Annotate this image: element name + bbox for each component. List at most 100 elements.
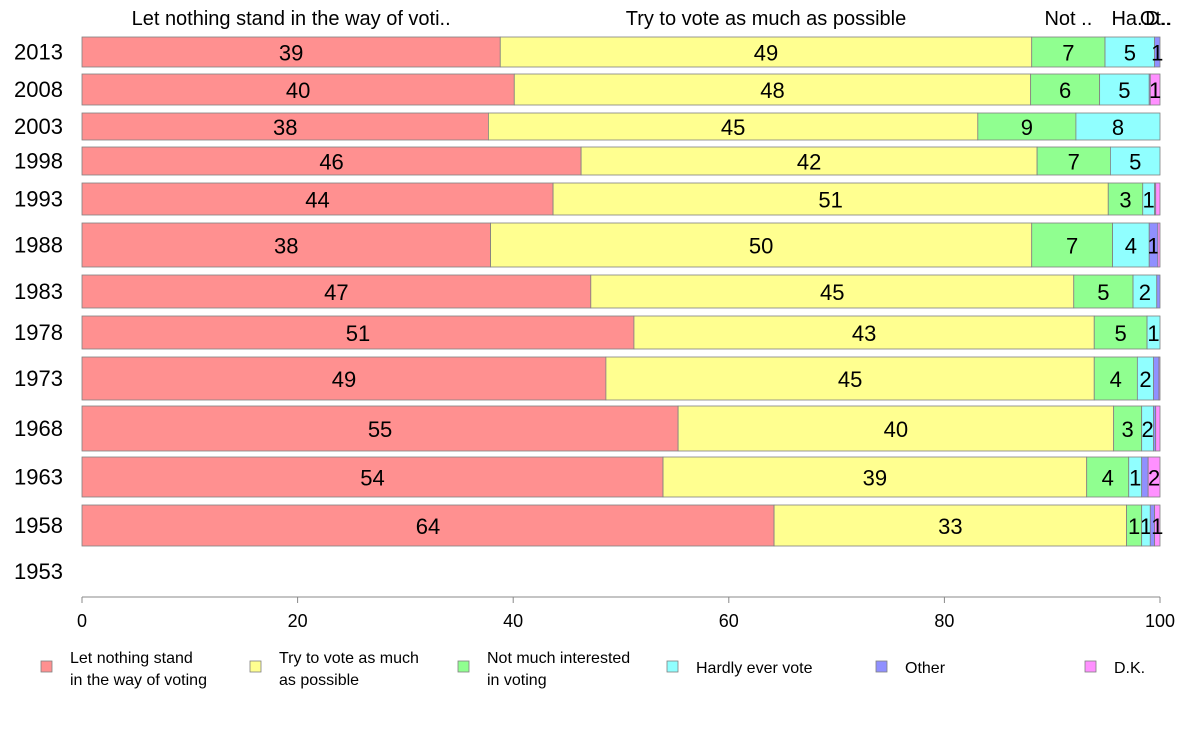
data-label: 42: [797, 150, 821, 175]
legend-swatch: [875, 660, 888, 673]
x-tick-label: 80: [934, 611, 954, 631]
data-label: 55: [368, 417, 392, 442]
data-label: 38: [274, 234, 298, 259]
data-label: 51: [818, 188, 842, 213]
data-label: 2: [1148, 466, 1160, 491]
legend-swatch: [1084, 660, 1097, 673]
bar-segment: [1146, 315, 1161, 350]
bar-segment: [81, 73, 515, 106]
data-label: 45: [721, 115, 745, 140]
series-top-label: Not ..: [1044, 8, 1092, 30]
bar-segment: [1154, 504, 1161, 547]
data-label: 7: [1068, 150, 1080, 175]
category-labels: 2013 2008 2003 1998 1993 1988 1983 1978 1973 1968…: [14, 40, 63, 585]
legend-label: Not much interested in voting: [487, 650, 630, 689]
bar-segment: [1110, 146, 1161, 176]
data-label: 51: [346, 321, 370, 346]
category-label: 1983: [14, 279, 63, 304]
data-label: 1: [1147, 234, 1159, 259]
bar-segment: [1086, 456, 1130, 498]
bar-segment: [81, 112, 489, 141]
x-tick-label: 0: [77, 611, 87, 631]
bar-segment: [1030, 73, 1101, 106]
category-label: 1958: [14, 513, 63, 538]
data-label: 5: [1097, 280, 1109, 305]
data-label: 5: [1115, 321, 1127, 346]
bars-group: 39 49 7 5 140 48 6 5 138 45 9 846 42 7 544 51 3 138 50 7 4 14…: [81, 36, 1163, 547]
category-label: 1988: [14, 233, 63, 258]
bar-segment: [81, 274, 592, 309]
category-label: 1973: [14, 366, 63, 391]
data-label: 39: [279, 41, 303, 66]
category-label: 1953: [14, 559, 63, 584]
bar-segment: [1156, 274, 1161, 309]
bar-segment: [81, 222, 491, 268]
data-label: 39: [863, 466, 887, 491]
series-top-label: Let nothing stand in the way of voti..: [132, 8, 451, 30]
legend-swatch: [666, 660, 679, 673]
data-label: 9: [1021, 115, 1033, 140]
bar-segment: [81, 456, 664, 498]
bar-segment: [1154, 36, 1161, 68]
category-label: 1993: [14, 187, 63, 212]
bar-segment: [81, 315, 635, 350]
legend-label: Try to vote as much as possible: [279, 650, 419, 689]
bar-segment: [1155, 182, 1161, 216]
data-label: 3: [1122, 417, 1134, 442]
legend-label: Let nothing stand in the way of voting: [70, 650, 207, 689]
data-label: 43: [852, 321, 876, 346]
data-label: 47: [324, 280, 348, 305]
data-label: 4: [1125, 234, 1137, 259]
category-label: 2013: [14, 40, 63, 65]
category-label: 1968: [14, 416, 63, 441]
bar-segment: [490, 222, 1033, 268]
bar-segment: [1149, 73, 1161, 106]
data-label: 1: [1151, 41, 1163, 66]
bar-segment: [1031, 222, 1113, 268]
x-axis: 0 20 40 60 80 100: [77, 596, 1175, 631]
data-label: 45: [820, 280, 844, 305]
data-label: 1: [1143, 188, 1155, 213]
bar-segment: [1157, 222, 1161, 268]
legend-swatch: [457, 660, 470, 673]
data-label: 3: [1119, 188, 1131, 213]
legend-label: Other: [905, 660, 946, 677]
data-label: 2: [1139, 367, 1151, 392]
data-label: 5: [1129, 150, 1141, 175]
bar-segment: [552, 182, 1109, 216]
bar-segment: [662, 456, 1088, 498]
bar-segment: [1158, 356, 1161, 401]
bar-segment: [488, 112, 979, 141]
x-tick-label: 40: [503, 611, 523, 631]
x-tick-label: 20: [288, 611, 308, 631]
bar-segment: [81, 146, 582, 176]
data-label: 5: [1118, 78, 1130, 103]
data-label: 7: [1066, 234, 1078, 259]
data-label: 2: [1141, 417, 1153, 442]
x-tick-label: 100: [1145, 611, 1175, 631]
data-label: 45: [838, 367, 862, 392]
bar-segment: [605, 356, 1095, 401]
bar-segment: [1153, 356, 1160, 401]
bar-segment: [1155, 405, 1161, 452]
bar-segment: [513, 73, 1032, 106]
category-label: 1963: [14, 465, 63, 490]
data-label: 54: [360, 466, 384, 491]
bar-segment: [81, 182, 554, 216]
data-label: 1: [1149, 78, 1161, 103]
legend-swatch: [40, 660, 53, 673]
data-label: 1: [1147, 321, 1159, 346]
data-label: 8: [1112, 115, 1124, 140]
data-label: 46: [319, 150, 343, 175]
legend-swatch: [249, 660, 262, 673]
x-tick-label: 60: [719, 611, 739, 631]
data-label: 6: [1059, 78, 1071, 103]
bar-segment: [1031, 36, 1106, 68]
bar-segment: [1075, 112, 1161, 141]
data-label: 40: [286, 78, 310, 103]
bar-segment: [1107, 182, 1144, 216]
data-label: 64: [416, 514, 440, 539]
data-label: 7: [1062, 41, 1074, 66]
data-label: 1: [1151, 514, 1163, 539]
